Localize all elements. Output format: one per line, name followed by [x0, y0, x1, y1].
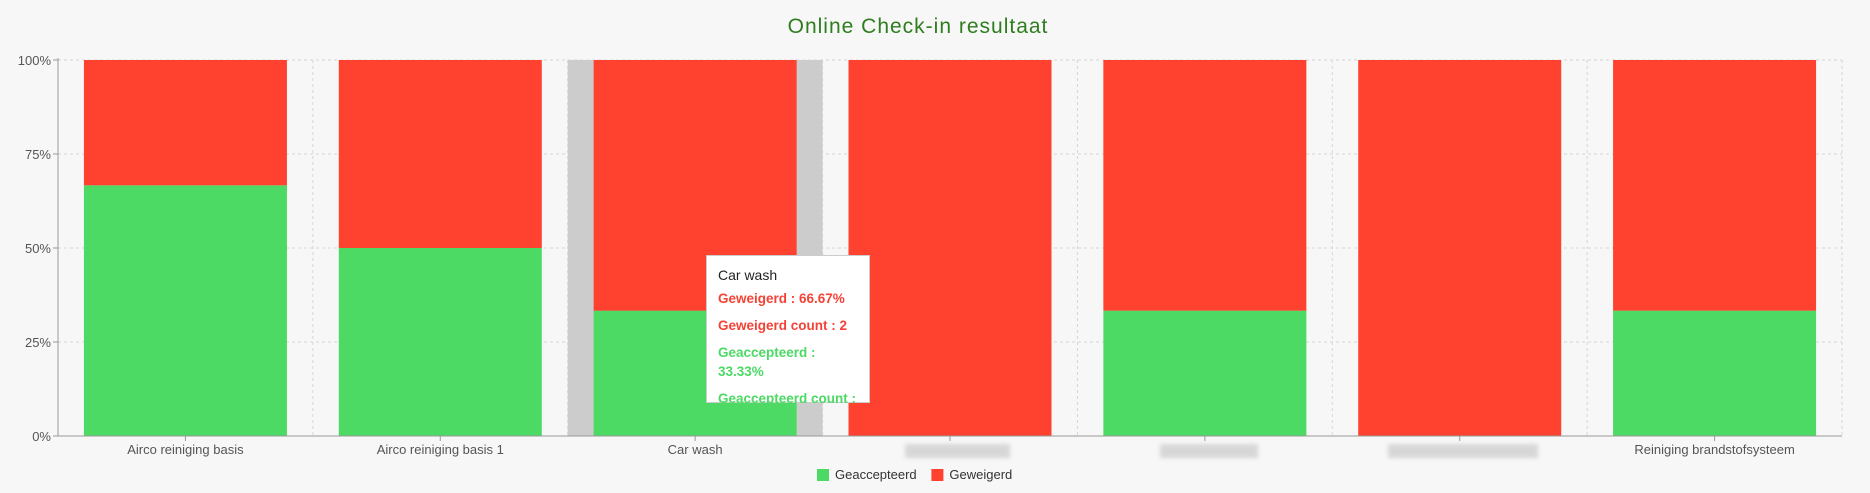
- chart-title: Online Check-in resultaat: [788, 15, 1049, 38]
- x-tick-label: Reiniging brandstofsysteem: [1634, 442, 1794, 457]
- bar-geweigerd: [1613, 60, 1817, 311]
- bar-geweigerd: [1103, 60, 1307, 311]
- tooltip-accepted-pct: Geaccepteerd : 33.33%: [718, 345, 816, 379]
- bar-geaccepteerd: [1103, 310, 1307, 436]
- y-tick-label: 0%: [32, 429, 51, 444]
- x-tick-label: Airco reiniging basis: [127, 442, 244, 457]
- bar-geaccepteerd: [83, 185, 287, 436]
- x-tick-label: Car wash: [668, 442, 723, 457]
- legend-swatch: [817, 469, 829, 481]
- legend-swatch: [931, 469, 944, 481]
- bar-geweigerd: [338, 60, 542, 248]
- bar-geweigerd: [83, 60, 287, 186]
- tooltip-title: Car wash: [718, 267, 778, 283]
- x-tick-label: Airco reiniging basis 1: [377, 442, 504, 457]
- y-tick-label: 50%: [25, 241, 51, 256]
- blurred-category-label: [905, 444, 1010, 458]
- y-tick-label: 75%: [25, 147, 51, 162]
- y-tick-label: 25%: [25, 335, 51, 350]
- bar-geweigerd: [848, 60, 1052, 436]
- bar-geaccepteerd: [1613, 310, 1817, 436]
- legend-label: Geaccepteerd: [835, 467, 917, 482]
- tooltip-accepted-count: Geaccepteerd count : 1: [718, 391, 857, 425]
- tooltip-rejected-count: Geweigerd count : 2: [718, 318, 848, 333]
- bar-geweigerd: [1358, 60, 1562, 436]
- bar-geaccepteerd: [338, 248, 542, 436]
- y-tick-label: 100%: [18, 53, 52, 68]
- blurred-category-label: [1160, 444, 1258, 458]
- tooltip-rejected-pct: Geweigerd : 66.67%: [718, 291, 845, 306]
- legend-label: Geweigerd: [949, 467, 1012, 482]
- blurred-category-label: [1388, 444, 1538, 458]
- tooltip: Car wash Geweigerd : 66.67% Geweigerd co…: [706, 255, 870, 425]
